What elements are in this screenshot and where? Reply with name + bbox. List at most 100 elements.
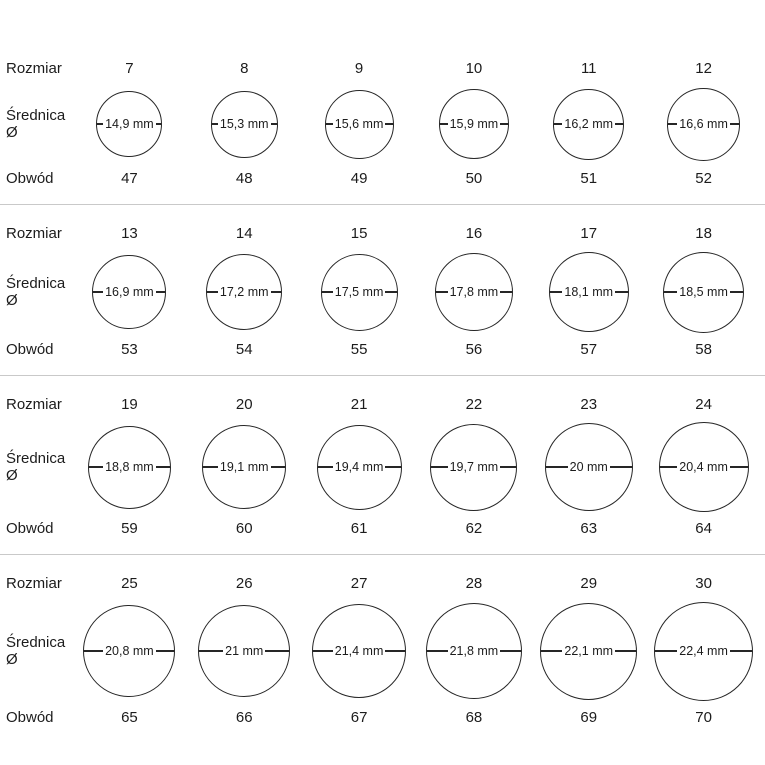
ring-cell: 24 20,4 mm 64 [646,392,761,542]
ring-circle: 20 mm [544,423,633,511]
diameter-label: 17,5 mm [332,285,386,299]
size-label: 22 [465,396,483,413]
size-label: 15 [350,225,368,242]
ring-cell: 26 21 mm 66 [187,571,302,731]
diameter-label: 16,2 mm [562,117,616,131]
ring-cell: 18 18,5 mm 58 [646,221,761,363]
ring-cell: 17 18,1 mm 57 [531,221,646,363]
diameter-label: 18,1 mm [562,285,616,299]
circumference-label: 65 [121,709,138,726]
size-label: 13 [121,225,138,242]
row-section: Rozmiar Średnica Ø Obwód 13 16,9 mm 53 1… [0,204,765,375]
circumference-label: 60 [235,520,253,537]
ring-circle: 18,5 mm [663,251,745,333]
diameter-label: 20,8 mm [103,644,156,658]
size-label: 11 [580,60,597,77]
diameter-label: 20,4 mm [677,460,730,474]
ring-circle: 17,5 mm [320,253,398,331]
size-label: 30 [695,575,712,592]
ring-cell: 12 16,6 mm 52 [646,56,761,192]
circumference-label: 61 [350,520,368,537]
size-label: 12 [695,60,712,77]
ring-cell: 9 15,6 mm 49 [302,56,417,192]
size-label: 23 [580,396,598,413]
size-label: 21 [350,396,368,413]
circumference-label: 57 [580,341,598,358]
diameter-label: 20 mm [567,460,610,474]
ring-cell: 7 14,9 mm 47 [72,56,187,192]
ring-circle: 22,1 mm [540,602,638,700]
row-labels: Rozmiar Średnica Ø Obwód [0,56,72,192]
row-label-size: Rozmiar [6,396,62,413]
circumference-label: 59 [121,520,138,537]
row-label-size: Rozmiar [6,60,62,77]
diameter-label: 14,9 mm [103,117,156,131]
ring-circle: 19,1 mm [202,425,287,509]
ring-circle: 15,6 mm [324,89,394,159]
circumference-label: 67 [350,709,368,726]
diameter-label: 21,8 mm [447,644,501,658]
diameter-label: 19,7 mm [447,460,501,474]
size-label: 24 [695,396,712,413]
diameter-label: 17,2 mm [217,285,271,299]
row-label-circumference: Obwód [6,341,54,358]
circumference-label: 58 [695,341,712,358]
diameter-label: 19,4 mm [332,460,386,474]
diameter-label: 18,8 mm [103,460,156,474]
diameter-label: 16,6 mm [677,117,730,131]
circumference-label: 53 [121,341,138,358]
size-label: 26 [235,575,253,592]
ring-cell: 13 16,9 mm 53 [72,221,187,363]
row-section: Rozmiar Średnica Ø Obwód 7 14,9 mm 47 8 … [0,0,765,204]
ring-circle: 18,1 mm [548,252,629,332]
size-label: 25 [121,575,138,592]
row-section: Rozmiar Średnica Ø Obwód 25 20,8 mm 65 2… [0,554,765,743]
ring-circle: 16,9 mm [92,255,167,329]
ring-cell: 20 19,1 mm 60 [187,392,302,542]
row-label-circumference: Obwód [6,170,54,187]
diameter-label: 22,4 mm [677,644,730,658]
size-label: 17 [580,225,598,242]
size-label: 9 [354,60,364,77]
ring-circle: 21,8 mm [425,603,522,699]
size-label: 8 [240,60,249,77]
row-label-size: Rozmiar [6,225,62,242]
diameter-label: 18,5 mm [677,285,730,299]
size-label: 19 [121,396,138,413]
size-label: 28 [465,575,483,592]
diameter-label: 21 mm [223,644,266,658]
ring-circle: 20,8 mm [83,605,176,697]
size-label: 29 [580,575,598,592]
diameter-label: 16,9 mm [103,285,156,299]
diameter-label: 17,8 mm [447,285,501,299]
diameter-label: 15,6 mm [332,117,386,131]
row-label-diameter: Średnica Ø [6,634,66,668]
row-labels: Rozmiar Średnica Ø Obwód [0,571,72,731]
ring-circle: 21 mm [198,605,291,697]
ring-circle: 18,8 mm [87,425,171,509]
ring-cell: 30 22,4 mm 70 [646,571,761,731]
circumference-label: 62 [465,520,483,537]
ring-cell: 8 15,3 mm 48 [187,56,302,192]
ring-cell: 22 19,7 mm 62 [417,392,532,542]
ring-cell: 27 21,4 mm 67 [302,571,417,731]
size-label: 10 [465,60,483,77]
circumference-label: 64 [695,520,712,537]
ring-circle: 14,9 mm [96,91,163,157]
ring-cell: 25 20,8 mm 65 [72,571,187,731]
ring-cell: 23 20 mm 63 [531,392,646,542]
circumference-label: 48 [235,170,253,187]
diameter-label: 19,1 mm [217,460,271,474]
row-section: Rozmiar Średnica Ø Obwód 19 18,8 mm 59 2… [0,375,765,554]
size-label: 14 [235,225,253,242]
circumference-label: 70 [695,709,712,726]
circumference-label: 49 [350,170,368,187]
ring-cell: 10 15,9 mm 50 [417,56,532,192]
ring-circle: 22,4 mm [654,601,754,701]
ring-circle: 21,4 mm [312,604,407,698]
circumference-label: 63 [580,520,598,537]
size-label: 27 [350,575,368,592]
ring-cell: 16 17,8 mm 56 [417,221,532,363]
ring-cell: 21 19,4 mm 61 [302,392,417,542]
row-label-circumference: Obwód [6,709,54,726]
